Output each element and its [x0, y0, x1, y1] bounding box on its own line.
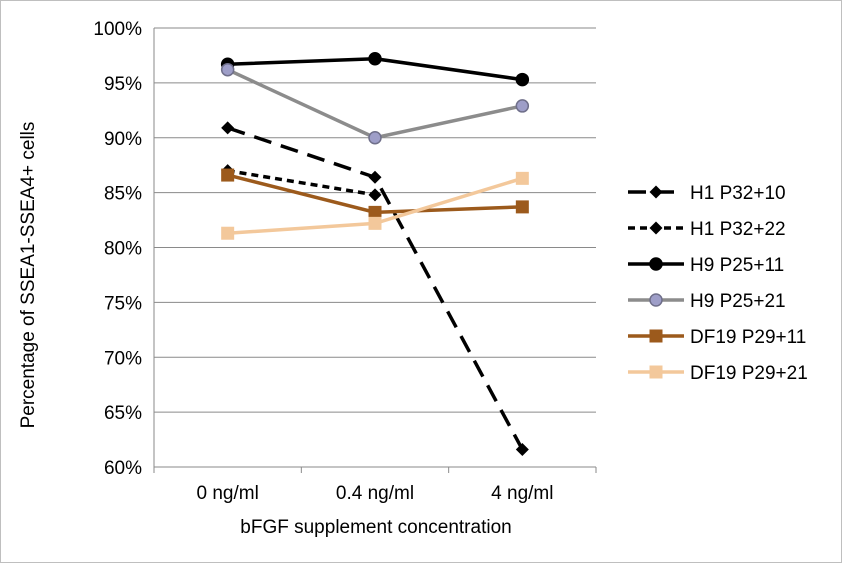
legend-label: H9 P25+21	[690, 291, 786, 312]
data-point	[515, 72, 530, 87]
series-5	[221, 171, 529, 240]
data-point	[221, 168, 235, 182]
legend-item: DF19 P29+21	[628, 363, 808, 384]
x-tick-label: 4 ng/ml	[491, 483, 553, 504]
legend-marker	[649, 329, 663, 343]
axes	[153, 28, 597, 473]
series-0	[221, 121, 529, 456]
data-point	[368, 205, 382, 219]
legend-item: H9 P25+11	[628, 255, 784, 276]
data-point	[368, 131, 382, 145]
data-point	[368, 51, 382, 66]
data-point	[220, 62, 235, 77]
data-point	[515, 99, 530, 113]
data-point	[368, 188, 382, 202]
legend-marker	[649, 293, 663, 307]
series-line	[226, 68, 523, 140]
y-tick-label: 60%	[104, 458, 142, 479]
legend-marker	[649, 221, 663, 235]
legend: H1 P32+10 H1 P32+22 H9 P25+11 H9 P25+21 DF19…	[628, 183, 808, 384]
legend-marker	[649, 365, 663, 379]
tick-labels: 60% 65% 70% 75% 80% 85% 90% 95% 100% 0 ng/ml 0.4 n…	[93, 19, 553, 504]
legend-label: DF19 P29+21	[690, 363, 808, 384]
y-tick-label: 70%	[104, 348, 142, 369]
y-tick-label: 80%	[104, 239, 142, 260]
legend-label: H1 P32+22	[690, 219, 786, 240]
legend-marker	[649, 185, 663, 199]
y-tick-label: 90%	[104, 129, 142, 150]
series-4	[221, 168, 529, 219]
legend-label: H9 P25+11	[690, 255, 784, 276]
series-line	[227, 168, 376, 197]
data-point	[515, 442, 529, 456]
legend-item: DF19 P29+11	[628, 327, 806, 348]
data-point	[515, 200, 529, 214]
x-axis-title: bFGF supplement concentration	[240, 517, 511, 538]
data-point	[221, 121, 235, 135]
legend-item: H9 P25+21	[628, 291, 786, 312]
series-1	[221, 164, 382, 202]
series-layer	[220, 51, 530, 456]
y-tick-label: 95%	[104, 74, 142, 95]
series-3	[220, 62, 530, 145]
x-tick-label: 0.4 ng/ml	[336, 483, 414, 504]
series-2	[220, 51, 530, 87]
legend-label: H1 P32+10	[690, 183, 786, 204]
legend-marker	[649, 257, 663, 271]
y-tick-label: 75%	[104, 293, 142, 314]
y-tick-label: 65%	[104, 403, 142, 424]
data-point	[368, 216, 382, 230]
legend-item: H1 P32+10	[628, 183, 786, 204]
data-point	[368, 170, 382, 184]
y-axis-title: Percentage of SSEA1-SSEA4+ cells	[18, 122, 39, 429]
x-tick-label: 0 ng/ml	[197, 483, 259, 504]
legend-item: H1 P32+22	[628, 219, 786, 240]
data-point	[515, 171, 529, 185]
y-tick-label: 100%	[93, 19, 142, 40]
y-tick-label: 85%	[104, 184, 142, 205]
data-point	[221, 226, 235, 240]
legend-label: DF19 P29+11	[690, 327, 806, 348]
